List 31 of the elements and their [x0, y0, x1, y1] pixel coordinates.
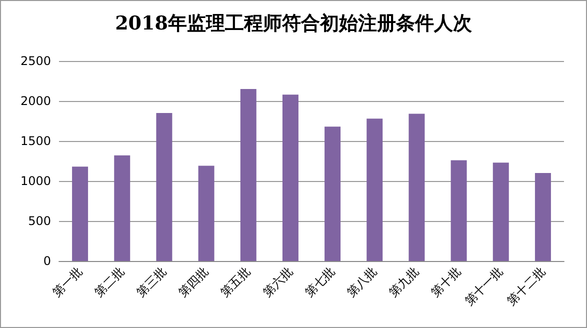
y-tick-label: 0 [43, 254, 51, 268]
bar [450, 160, 467, 261]
x-tick-label: 第十一批 [462, 264, 506, 308]
x-tick-label: 第十二批 [504, 264, 548, 308]
x-tick-label: 第十批 [428, 264, 464, 300]
x-tick-label: 第四批 [176, 264, 212, 300]
bar [72, 166, 88, 261]
y-tick-label: 500 [28, 214, 51, 228]
bar [114, 155, 130, 261]
chart-title: 2018年监理工程师符合初始注册条件人次 [115, 12, 473, 34]
x-tick-label: 第七批 [302, 264, 338, 300]
bar [534, 173, 551, 261]
y-tick-label: 2500 [20, 54, 51, 68]
bar [492, 162, 509, 261]
bar [156, 113, 172, 261]
bar [366, 118, 383, 261]
y-tick-label: 1500 [20, 134, 51, 148]
x-tick-label: 第二批 [92, 264, 128, 300]
x-tick-label: 第三批 [134, 264, 170, 300]
x-tick-label: 第八批 [344, 264, 380, 300]
bar [408, 114, 425, 261]
x-tick-label: 第九批 [386, 264, 422, 300]
bar [198, 166, 214, 261]
y-tick-label: 1000 [20, 174, 51, 188]
x-tick-label: 第一批 [50, 264, 85, 300]
bar [324, 126, 341, 261]
x-tick-label: 第五批 [218, 264, 254, 300]
bar [240, 89, 256, 261]
y-tick-label: 2000 [20, 94, 51, 108]
x-tick-label: 第六批 [260, 264, 296, 300]
bar [282, 94, 298, 261]
